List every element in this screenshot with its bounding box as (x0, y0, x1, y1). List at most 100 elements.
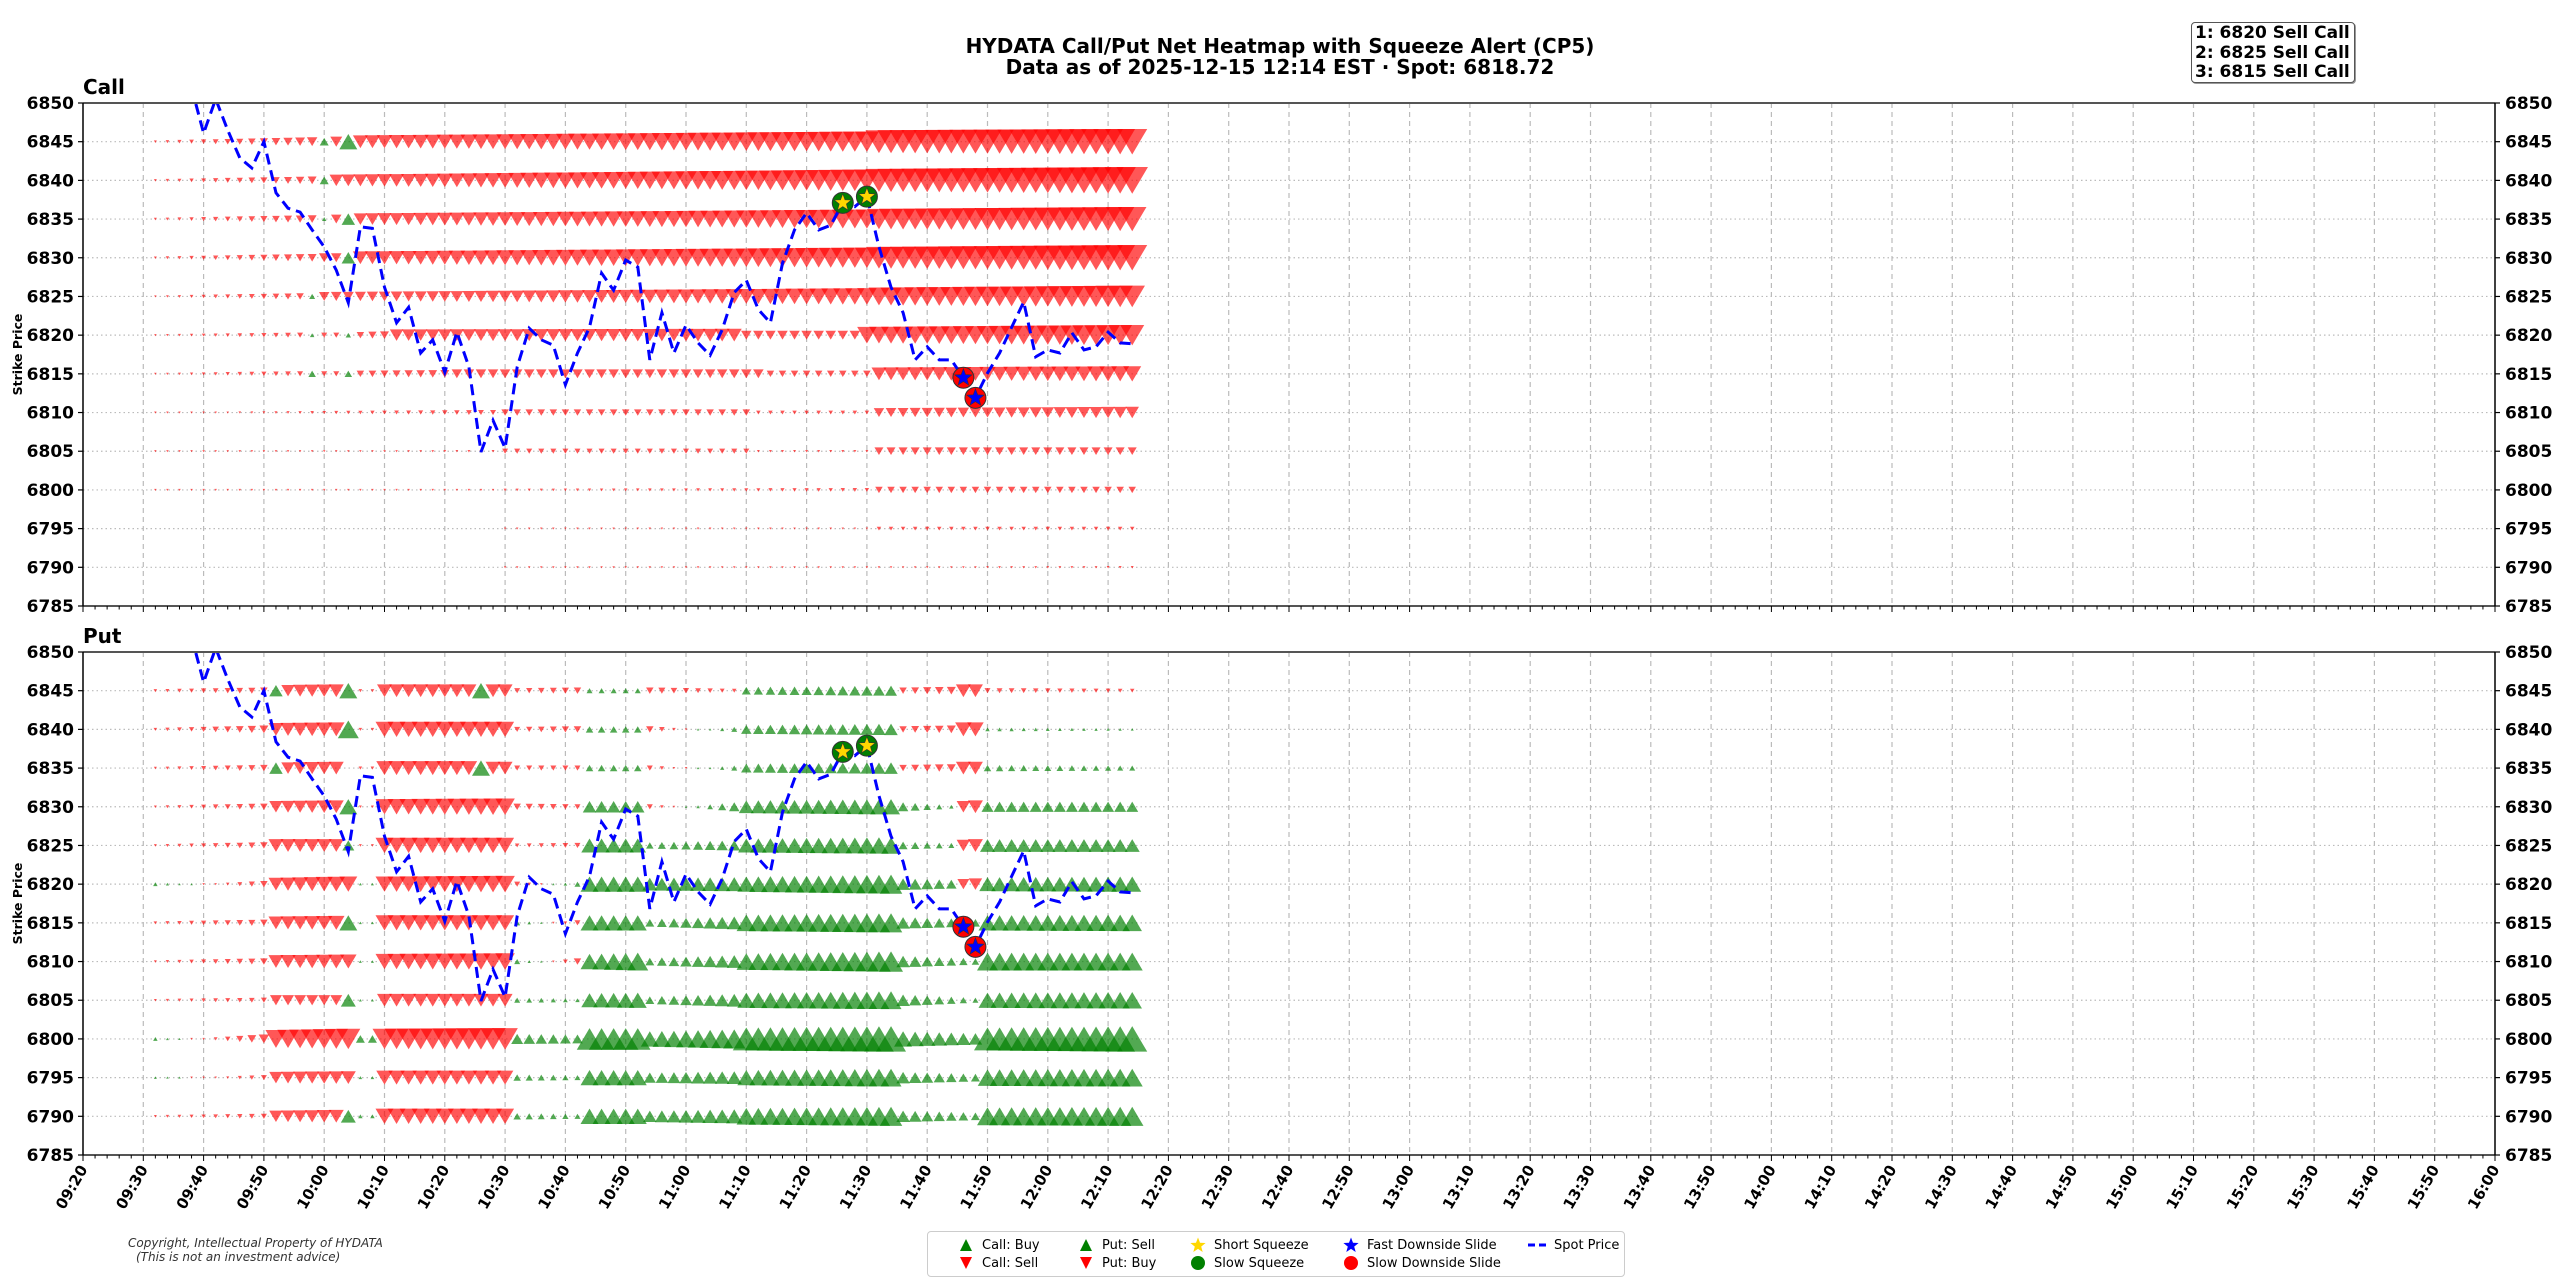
call-sell-marker (544, 172, 563, 189)
call-sell-marker (297, 371, 304, 377)
put-buy-marker (236, 958, 244, 965)
put-buy-marker (259, 725, 269, 734)
put-sell-marker (525, 1113, 533, 1120)
put-buy-marker (200, 726, 207, 732)
put-sell-marker (1041, 801, 1054, 812)
call-sell-marker (297, 332, 304, 338)
call-sell-marker (958, 447, 968, 456)
put-sell-marker (873, 685, 885, 696)
call-sell-marker (510, 290, 525, 303)
call-sell-marker (998, 566, 1001, 569)
put-sell-marker (737, 992, 756, 1008)
put-buy-marker (399, 721, 418, 738)
call-sell-marker (214, 488, 217, 491)
call-sell-marker (962, 566, 965, 569)
put-sell-marker (776, 763, 789, 773)
call-sell-marker (486, 290, 500, 303)
y-tick-label: 6790 (27, 558, 74, 578)
put-buy-marker (412, 1070, 429, 1085)
legend-item: Put: Buy (1076, 1255, 1156, 1271)
call-sell-marker (828, 488, 833, 492)
call-sell-marker (487, 369, 499, 379)
triangle-up-icon (960, 1239, 972, 1251)
put-buy-marker (316, 839, 332, 852)
put-buy-marker (471, 837, 490, 854)
call-sell-marker (166, 372, 169, 375)
call-sell-marker (298, 488, 302, 491)
put-sell-marker (535, 1034, 547, 1044)
call-sell-marker (544, 133, 563, 150)
call-sell-marker (1130, 566, 1134, 569)
put-sell-marker (703, 955, 717, 968)
call-sell-marker (503, 488, 507, 492)
call-sell-marker (401, 173, 417, 187)
put-buy-marker (212, 843, 219, 848)
call-sell-marker (509, 212, 526, 226)
put-sell-marker (605, 838, 622, 853)
x-tick-label: 10:30 (474, 1162, 513, 1212)
call-sell-marker (486, 329, 501, 342)
call-sell-marker (568, 133, 587, 150)
call-sell-marker (274, 450, 278, 453)
call-sell-marker (1092, 486, 1100, 494)
call-sell-marker (520, 212, 538, 227)
put-sell-marker (269, 684, 283, 697)
put-buy-marker (411, 1108, 430, 1124)
legend-label: Short Squeeze (1214, 1237, 1309, 1253)
put-buy-marker (260, 803, 268, 810)
call-sell-marker (598, 448, 605, 454)
put-buy-marker (330, 995, 343, 1006)
put-sell-marker (896, 955, 910, 968)
call-sell-marker (284, 293, 292, 300)
put-sell-marker (679, 1071, 693, 1084)
put-sell-marker (358, 1114, 363, 1119)
call-sell-marker (436, 173, 453, 188)
put-buy-marker (967, 722, 984, 737)
x-tick-label: 13:10 (1439, 1162, 1478, 1212)
y-tick-label: 6850 (27, 643, 74, 663)
call-sell-marker (377, 213, 392, 225)
legend: Call: Buy Call: Sell Put: Sell Put: Buy Shor… (927, 1231, 1625, 1277)
put-sell-marker (645, 919, 655, 927)
call-sell-marker (508, 250, 527, 266)
put-buy-marker (563, 959, 568, 964)
call-sell-marker (333, 332, 340, 338)
put-sell-marker (1074, 914, 1094, 931)
call-sell-marker (532, 211, 550, 227)
call-sell-marker (841, 527, 845, 530)
put-sell-marker (666, 1110, 682, 1123)
put-sell-marker (1002, 915, 1021, 931)
put-sell-marker (822, 799, 840, 814)
put-sell-marker (165, 882, 170, 886)
call-sell-marker (356, 331, 365, 339)
call-sell-marker (579, 133, 600, 150)
put-buy-marker (189, 998, 194, 1002)
put-buy-marker (399, 1108, 418, 1124)
call-sell-marker (1129, 526, 1135, 531)
call-sell-marker (430, 410, 436, 415)
call-sell-marker (886, 447, 896, 456)
put-buy-marker (201, 765, 207, 771)
call-sell-marker (402, 291, 415, 302)
call-sell-marker (342, 291, 354, 302)
put-buy-marker (224, 726, 232, 733)
put-sell-marker (593, 993, 611, 1008)
put-sell-marker (604, 915, 623, 931)
call-sell-marker (166, 488, 169, 491)
put-sell-marker (572, 1034, 583, 1044)
put-sell-marker (923, 842, 931, 849)
put-buy-marker (340, 954, 357, 969)
put-sell-marker (604, 1069, 623, 1086)
put-sell-marker (948, 842, 955, 849)
call-sell-marker (841, 449, 845, 453)
put-sell-marker (846, 799, 864, 815)
put-buy-marker (236, 1035, 244, 1042)
y-tick-label: 6790 (27, 1107, 74, 1127)
put-sell-marker (1076, 839, 1092, 852)
call-sell-marker (1022, 566, 1026, 569)
call-sell-marker (1117, 245, 1148, 271)
put-buy-marker (424, 1070, 441, 1085)
call-sell-marker (1123, 366, 1142, 382)
put-buy-marker (471, 915, 490, 931)
put-buy-marker (304, 1110, 320, 1123)
